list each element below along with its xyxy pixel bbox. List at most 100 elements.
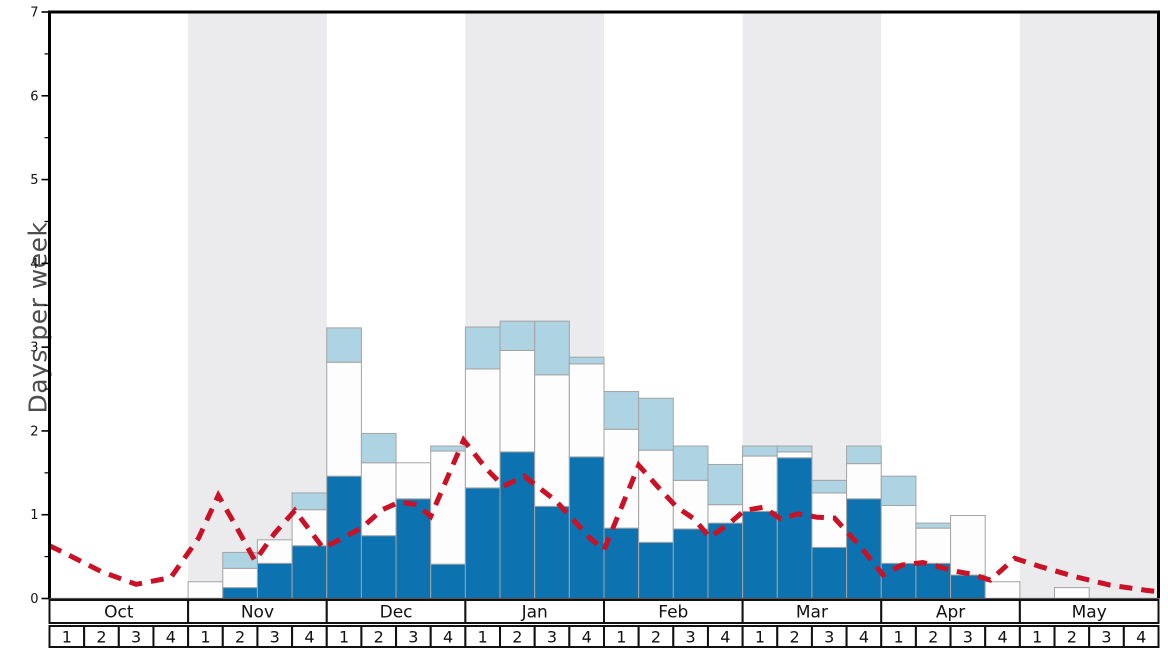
- bar-segment-light_blue: [499, 320, 536, 351]
- week-label: 4: [720, 628, 730, 647]
- week-label: 2: [928, 628, 938, 647]
- month-label: Oct: [104, 603, 134, 623]
- bar-segment-white: [464, 368, 501, 489]
- week-label: 4: [166, 628, 176, 647]
- bar-segment-white: [1054, 587, 1090, 599]
- bar-segment-light_blue: [638, 397, 674, 451]
- bar-segment-dark_blue: [568, 456, 605, 599]
- y-tick-label: 7: [30, 6, 38, 21]
- week-label: 2: [1067, 628, 1077, 647]
- week-label: 2: [790, 628, 800, 647]
- month-label: Jan: [521, 603, 548, 623]
- bar-segment-white: [499, 349, 536, 453]
- bar-segment-dark_blue: [811, 546, 848, 599]
- week-label: 1: [478, 628, 488, 647]
- month-cell: [1018, 599, 1160, 624]
- bar-segment-white: [534, 374, 570, 507]
- month-label: Feb: [658, 603, 688, 623]
- bar-segment-white: [742, 455, 778, 512]
- bar-segment-light_blue: [880, 475, 917, 506]
- y-tick-label: 5: [30, 173, 38, 188]
- month-label: Mar: [796, 603, 828, 623]
- month-label: May: [1072, 603, 1107, 623]
- bar-segment-white: [187, 581, 224, 600]
- y-tick-label: 1: [30, 508, 38, 523]
- month-label: Dec: [380, 603, 413, 623]
- y-tick-label: 3: [30, 341, 38, 356]
- y-tick-label: 2: [30, 424, 38, 439]
- y-tick-label: 6: [30, 89, 38, 104]
- bar-segment-dark_blue: [638, 541, 674, 600]
- bar-segment-light_blue: [291, 492, 328, 511]
- week-label: 3: [270, 628, 280, 647]
- week-cell: [1122, 625, 1160, 648]
- bar-segment-light_blue: [603, 391, 640, 430]
- bar-segment-white: [222, 567, 258, 589]
- bar-segment-dark_blue: [464, 487, 501, 600]
- bar-segment-white: [395, 462, 432, 500]
- bar-segment-white: [846, 463, 882, 500]
- week-label: 2: [512, 628, 522, 647]
- week-label: 4: [859, 628, 869, 647]
- dashed-red-line: [48, 435, 1159, 595]
- week-label: 2: [96, 628, 106, 647]
- bar-segment-dark_blue: [672, 528, 709, 600]
- bar-segment-white: [880, 504, 917, 564]
- week-label: 2: [651, 628, 661, 647]
- bar-segment-light_blue: [846, 445, 882, 465]
- bar-segment-dark_blue: [326, 475, 362, 599]
- week-label: 4: [1136, 628, 1146, 647]
- week-label: 4: [443, 628, 453, 647]
- y-tick-label: 0: [30, 592, 38, 607]
- bar-segment-white: [811, 492, 848, 548]
- bar-segment-white: [776, 451, 813, 459]
- week-label: 4: [304, 628, 314, 647]
- bar-segment-light_blue: [534, 320, 570, 376]
- week-label: 3: [1101, 628, 1111, 647]
- bar-segment-dark_blue: [395, 498, 432, 600]
- bar-segment-light_blue: [776, 445, 813, 453]
- y-tick-label: 4: [30, 257, 38, 272]
- week-label: 3: [824, 628, 834, 647]
- week-label: 4: [997, 628, 1007, 647]
- bar-segment-white: [984, 581, 1021, 600]
- week-label: 3: [963, 628, 973, 647]
- bar-segment-light_blue: [464, 326, 501, 370]
- week-label: 2: [235, 628, 245, 647]
- week-label: 1: [1032, 628, 1042, 647]
- month-label: Nov: [241, 603, 274, 623]
- month-label: Apr: [936, 603, 965, 623]
- bar-segment-light_blue: [568, 356, 605, 365]
- bar-segment-dark_blue: [534, 505, 570, 600]
- bar-segment-light_blue: [742, 445, 778, 457]
- week-label: 3: [547, 628, 557, 647]
- week-label: 1: [200, 628, 210, 647]
- bar-segment-white: [568, 363, 605, 458]
- bar-segment-dark_blue: [707, 522, 744, 599]
- bar-segment-white: [672, 479, 709, 530]
- bar-segment-light_blue: [915, 522, 952, 529]
- bar-segment-white: [950, 515, 986, 576]
- bar-segment-dark_blue: [776, 457, 813, 599]
- bar-segment-light_blue: [672, 445, 709, 481]
- bar-segment-white: [430, 450, 466, 565]
- bar-segment-dark_blue: [360, 535, 397, 599]
- bar-segment-dark_blue: [291, 545, 328, 600]
- week-label: 1: [62, 628, 72, 647]
- bar-segment-dark_blue: [499, 451, 536, 599]
- week-label: 4: [582, 628, 592, 647]
- bar-segment-light_blue: [707, 463, 744, 506]
- bar-segment-dark_blue: [846, 498, 882, 600]
- bar-segment-light_blue: [360, 432, 397, 464]
- bar-segment-light_blue: [811, 479, 848, 494]
- week-label: 3: [686, 628, 696, 647]
- bar-segment-white: [915, 527, 952, 564]
- bar-segment-white: [291, 509, 328, 547]
- bar-segment-dark_blue: [742, 510, 778, 599]
- week-label: 3: [408, 628, 418, 647]
- week-label: 1: [339, 628, 349, 647]
- bar-segment-white: [326, 361, 362, 477]
- bar-segment-dark_blue: [256, 562, 293, 599]
